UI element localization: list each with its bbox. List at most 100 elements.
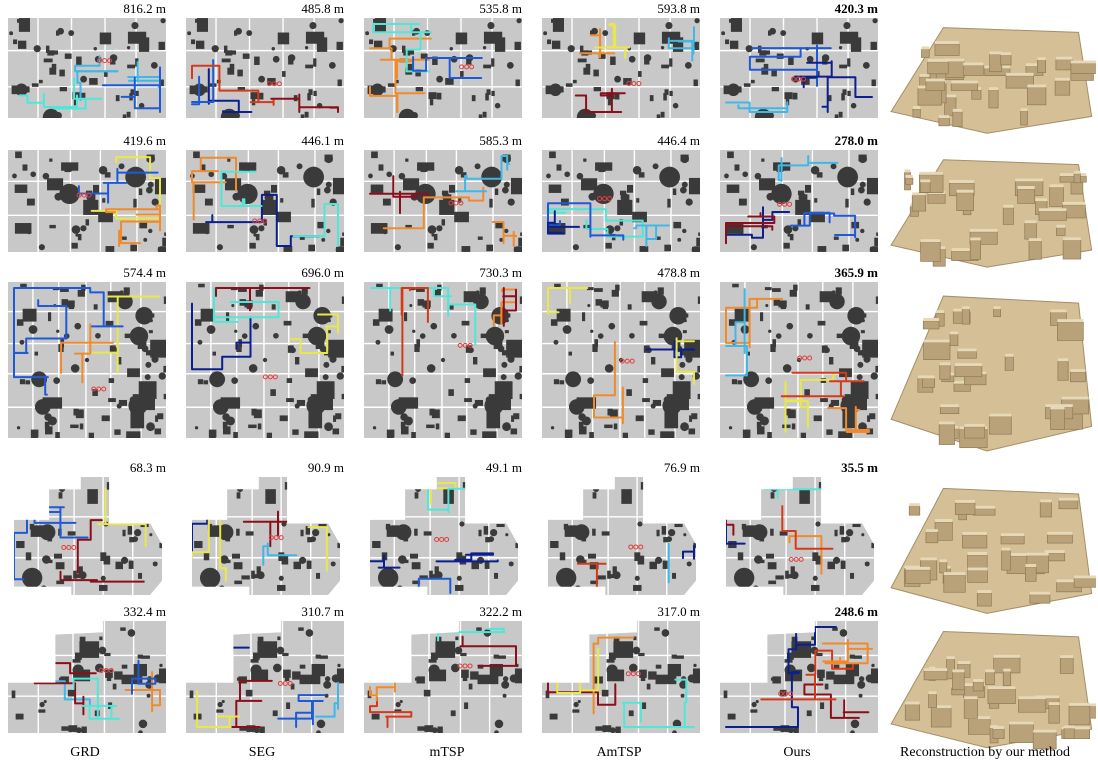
robot-trajectory bbox=[124, 671, 161, 713]
path-length-label: 535.8 m bbox=[479, 1, 522, 16]
reconstruction-panel bbox=[878, 621, 1096, 753]
robot-trajectory bbox=[725, 671, 801, 728]
robot-trajectory bbox=[59, 570, 145, 583]
robot-trajectory bbox=[803, 683, 870, 719]
start-marker bbox=[61, 545, 67, 551]
start-marker bbox=[802, 355, 808, 361]
robot-trajectory bbox=[307, 526, 328, 572]
start-marker bbox=[796, 76, 802, 82]
method-result-panel bbox=[720, 477, 878, 599]
path-length-label: 585.3 m bbox=[479, 133, 522, 148]
path-length-label: 419.6 m bbox=[123, 133, 166, 148]
path-length-label: 478.8 m bbox=[657, 265, 700, 280]
reconstruction-panel bbox=[878, 477, 1096, 619]
robot-trajectory bbox=[821, 76, 873, 113]
start-marker bbox=[453, 200, 459, 206]
robot-trajectory bbox=[382, 186, 485, 230]
start-marker bbox=[638, 544, 644, 550]
floor-map bbox=[8, 18, 166, 118]
start-marker bbox=[625, 671, 631, 677]
robot-trajectory bbox=[105, 204, 161, 232]
path-length-label: 248.6 m bbox=[834, 604, 878, 619]
robot-trajectory bbox=[593, 23, 631, 59]
robot-trajectory bbox=[726, 525, 746, 545]
start-marker bbox=[459, 64, 465, 70]
robot-trajectory bbox=[622, 678, 695, 728]
start-marker bbox=[630, 671, 636, 677]
path-length-label: 816.2 m bbox=[123, 1, 166, 16]
reconstruction-panel bbox=[878, 282, 1096, 458]
robot-trajectory bbox=[72, 677, 121, 720]
column-label: mTSP bbox=[429, 745, 465, 760]
start-marker bbox=[467, 342, 473, 348]
floor-map bbox=[364, 621, 522, 733]
robot-trajectory bbox=[87, 295, 161, 374]
floor-map bbox=[720, 621, 878, 733]
path-length-label: 696.0 m bbox=[301, 265, 344, 280]
column-label: Reconstruction by our method bbox=[900, 745, 1070, 760]
floor-map bbox=[186, 621, 344, 733]
start-marker bbox=[277, 680, 283, 686]
path-length-label: 68.3 m bbox=[129, 460, 166, 475]
floor-map bbox=[720, 150, 878, 252]
path-length-label: 332.4 m bbox=[123, 604, 166, 619]
reconstruction-render bbox=[890, 631, 1096, 750]
start-marker bbox=[602, 196, 608, 202]
robot-trajectory bbox=[191, 302, 252, 371]
start-marker bbox=[448, 200, 454, 206]
start-marker bbox=[782, 201, 788, 207]
start-marker bbox=[439, 536, 445, 542]
floor-map bbox=[8, 150, 166, 252]
column-label: Ours bbox=[783, 745, 811, 760]
map-floor bbox=[542, 18, 700, 118]
robot-trajectory bbox=[547, 287, 589, 315]
robot-trajectory bbox=[675, 337, 695, 386]
robot-trajectory bbox=[369, 696, 413, 728]
map-floor bbox=[370, 477, 518, 595]
start-marker bbox=[96, 386, 102, 392]
start-marker bbox=[91, 386, 97, 392]
floor-map bbox=[8, 621, 166, 733]
robot-trajectory bbox=[196, 690, 241, 728]
floor-map bbox=[186, 282, 344, 438]
map-floor bbox=[720, 18, 878, 118]
start-marker bbox=[797, 355, 803, 361]
method-result-panel bbox=[186, 621, 344, 733]
start-marker bbox=[626, 81, 632, 87]
floor-map bbox=[8, 282, 166, 438]
robot-trajectory bbox=[435, 552, 499, 563]
robot-trajectory bbox=[788, 535, 823, 575]
robot-trajectory bbox=[220, 170, 263, 207]
start-marker bbox=[66, 545, 72, 551]
robot-trajectory bbox=[315, 681, 339, 718]
robot-trajectory bbox=[593, 340, 624, 425]
robot-trajectory bbox=[372, 23, 432, 73]
start-marker bbox=[457, 342, 463, 348]
robot-trajectory bbox=[777, 155, 839, 182]
start-marker bbox=[282, 680, 288, 686]
robot-trajectory bbox=[492, 288, 517, 327]
robot-trajectory bbox=[781, 505, 834, 550]
start-marker bbox=[783, 691, 789, 697]
path-length-label: 574.4 m bbox=[123, 265, 166, 280]
start-marker bbox=[458, 200, 464, 206]
start-marker bbox=[791, 76, 797, 82]
floor-map bbox=[726, 477, 874, 595]
start-marker bbox=[597, 196, 603, 202]
floor-map bbox=[542, 282, 700, 438]
robot-trajectory bbox=[502, 287, 517, 327]
start-marker bbox=[276, 81, 282, 87]
start-marker bbox=[252, 218, 258, 224]
robot-trajectory bbox=[491, 221, 517, 247]
start-marker bbox=[81, 192, 87, 198]
path-length-label: 593.8 m bbox=[657, 1, 700, 16]
method-result-panel bbox=[8, 282, 166, 438]
robot-trajectory bbox=[74, 55, 119, 101]
method-result-panel bbox=[8, 621, 166, 733]
method-result-panel bbox=[364, 477, 522, 599]
robot-trajectory bbox=[789, 211, 857, 239]
floor-map bbox=[186, 150, 344, 252]
map-floor bbox=[548, 477, 696, 595]
robot-trajectory bbox=[205, 193, 320, 247]
floor-map bbox=[720, 282, 878, 438]
